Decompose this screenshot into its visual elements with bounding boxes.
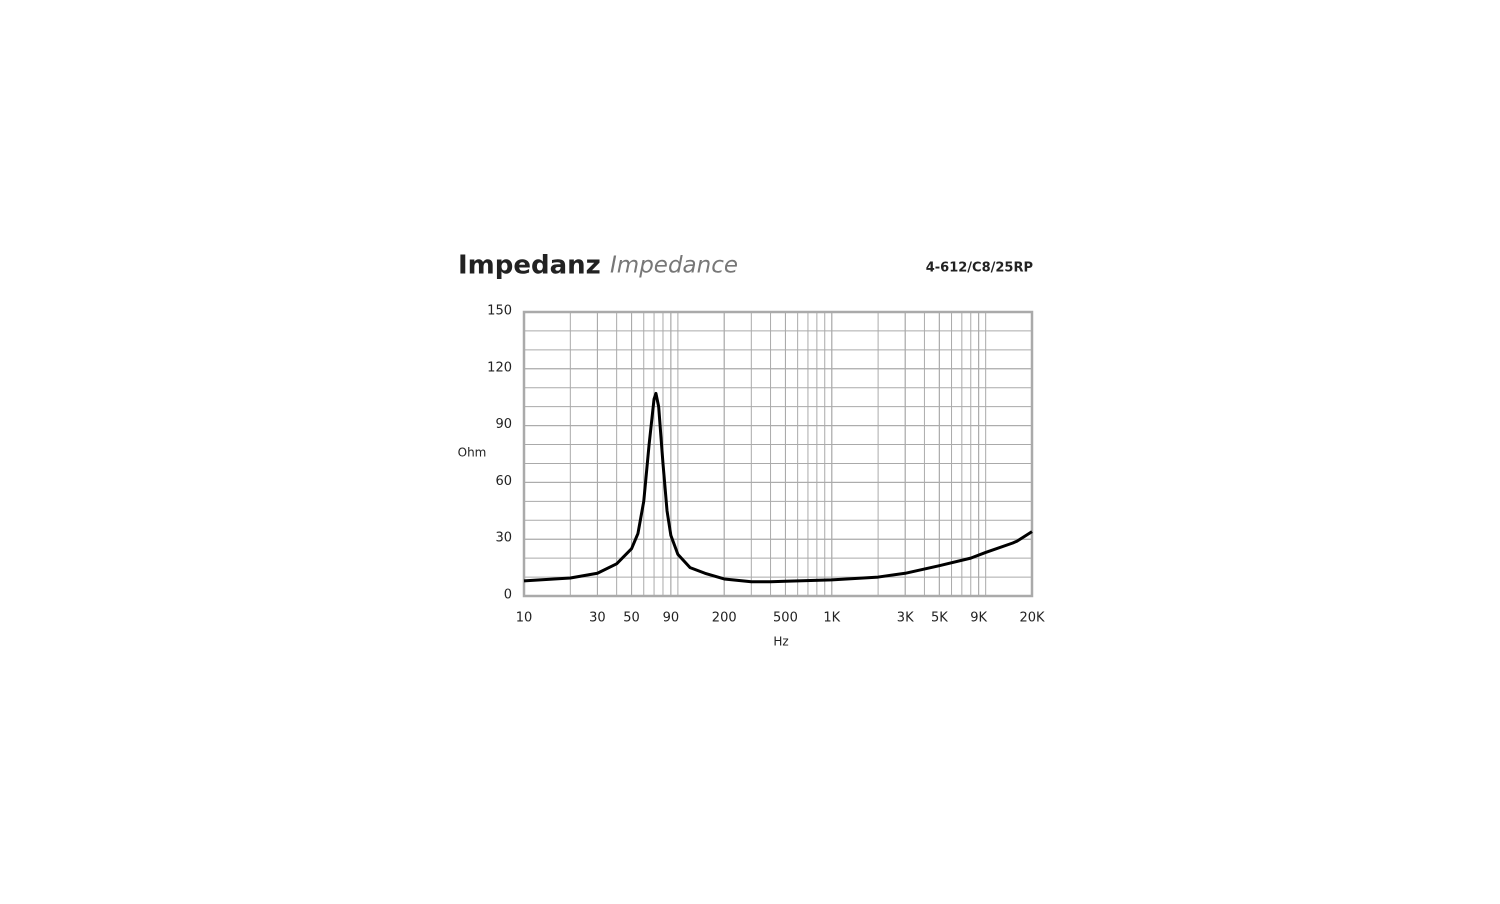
x-tick-label: 5K xyxy=(931,611,948,626)
x-tick-label: 50 xyxy=(623,611,640,626)
y-tick-label: 0 xyxy=(504,588,512,603)
x-tick-label: 20K xyxy=(1019,611,1045,626)
x-tick-label: 1K xyxy=(823,611,840,626)
y-tick-label: 150 xyxy=(487,304,512,319)
y-axis-label: Ohm xyxy=(458,446,487,460)
x-tick-label: 500 xyxy=(773,611,798,626)
x-tick-label: 30 xyxy=(589,611,606,626)
chart-subtitle: Impedance xyxy=(610,253,738,279)
model-label: 4-612/C8/25RP xyxy=(926,261,1033,276)
x-tick-label: 3K xyxy=(897,611,914,626)
y-tick-label: 30 xyxy=(495,531,512,546)
chart-title: Impedanz xyxy=(458,251,601,281)
y-tick-label: 120 xyxy=(487,360,512,375)
x-tick-label: 200 xyxy=(712,611,737,626)
x-tick-label: 90 xyxy=(663,611,680,626)
plot-frame xyxy=(522,310,1034,598)
impedance-line xyxy=(523,391,1033,584)
x-axis-label: Hz xyxy=(773,635,788,649)
y-tick-label: 90 xyxy=(495,417,512,432)
x-tick-label: 9K xyxy=(970,611,987,626)
x-tick-label: 10 xyxy=(516,611,533,626)
y-tick-label: 60 xyxy=(495,474,512,489)
